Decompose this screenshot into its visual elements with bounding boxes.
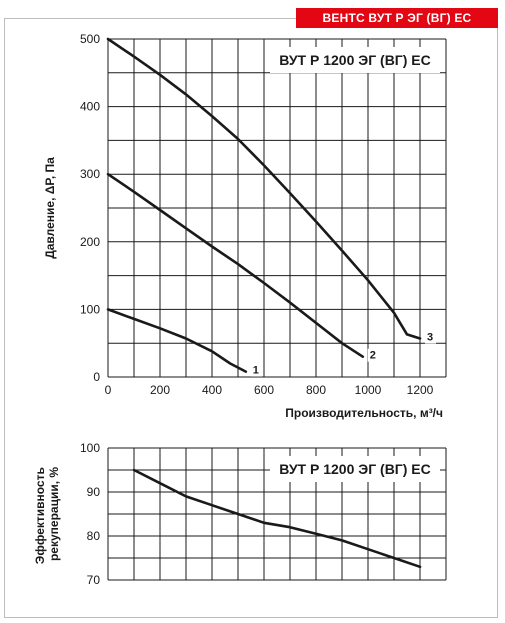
x-tick-label: 1000 bbox=[355, 383, 382, 397]
model-label: ВУТ Р 1200 ЭГ (ВГ) ЕС bbox=[279, 52, 430, 68]
header-badge-bg bbox=[296, 8, 498, 28]
pressure-chart: 0 100 200 300 400 500 0 200 400 600 800 1000 1200 ВУТ… bbox=[43, 32, 447, 420]
header-title: ВЕНТС ВУТ Р ЭГ (ВГ) ЕС bbox=[322, 11, 472, 25]
y-axis-label-line: рекуперации, % bbox=[47, 467, 61, 561]
series-line bbox=[106, 172, 365, 358]
x-tick-label: 0 bbox=[105, 383, 112, 397]
series-line bbox=[106, 37, 422, 340]
y-tick-label: 300 bbox=[80, 167, 100, 181]
x-tick-label: 600 bbox=[254, 383, 274, 397]
y-tick-label: 0 bbox=[93, 370, 100, 384]
x-tick-label: 200 bbox=[150, 383, 170, 397]
series-line bbox=[106, 308, 248, 373]
x-tick-label: 400 bbox=[202, 383, 222, 397]
model-label-bg bbox=[270, 47, 440, 73]
series-label: 3 bbox=[427, 331, 433, 343]
y-tick-label: 70 bbox=[87, 573, 101, 587]
y-axis-label: Эффективность рекуперации, % bbox=[33, 464, 61, 564]
series-label: 2 bbox=[370, 350, 376, 362]
y-tick-label: 80 bbox=[87, 529, 101, 543]
x-tick-label: 1200 bbox=[407, 383, 434, 397]
x-axis-label: Производительность, м³/ч bbox=[285, 406, 443, 420]
y-axis-label-line: Эффективность bbox=[33, 464, 47, 564]
y-tick-label: 100 bbox=[80, 441, 100, 455]
y-tick-label: 500 bbox=[80, 32, 100, 46]
series-label-bg bbox=[250, 363, 262, 377]
y-tick-label: 90 bbox=[87, 485, 101, 499]
series-line bbox=[132, 468, 422, 569]
y-tick-label: 100 bbox=[80, 302, 100, 316]
series-label-bg bbox=[367, 348, 379, 362]
efficiency-chart: 70 80 90 100 ВУТ Р 1200 ЭГ (ВГ) ЕС Эффективно… bbox=[33, 441, 447, 587]
y-axis-label: Давление, ΔP, Па bbox=[43, 157, 57, 259]
model-label-bg bbox=[270, 456, 440, 482]
x-tick-label: 800 bbox=[306, 383, 326, 397]
series-label-bg bbox=[425, 330, 436, 344]
y-tick-label: 400 bbox=[80, 100, 100, 114]
page-frame bbox=[4, 18, 498, 618]
y-axis-label-line: Давление, ΔP, Па bbox=[43, 157, 57, 259]
model-label: ВУТ Р 1200 ЭГ (ВГ) ЕС bbox=[279, 461, 430, 477]
y-tick-label: 200 bbox=[80, 235, 100, 249]
series-label: 1 bbox=[253, 365, 259, 377]
